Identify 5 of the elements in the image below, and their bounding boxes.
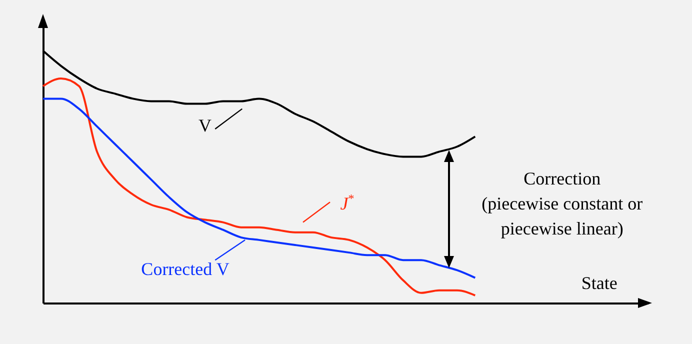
series-label: Corrected V [141,259,230,280]
series-label: V [198,115,212,136]
text: State [581,273,618,294]
annotation: Correction (piecewise constant or piecewise linear) [482,168,643,238]
legend-label: J$^{*}$ [340,192,354,214]
